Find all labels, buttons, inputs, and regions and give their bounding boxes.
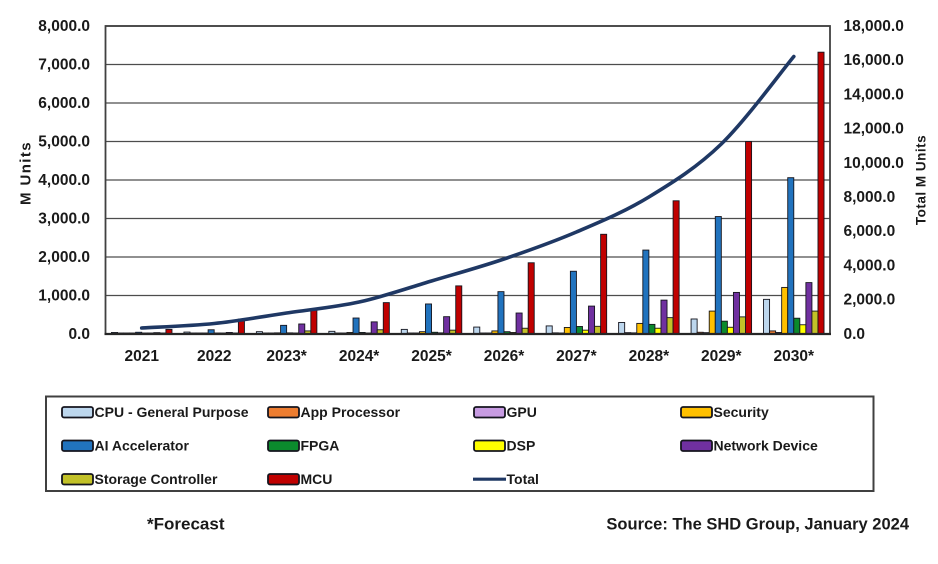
svg-text:6,000.0: 6,000.0 <box>844 223 896 240</box>
svg-text:18,000.0: 18,000.0 <box>844 18 904 35</box>
svg-text:Security: Security <box>714 404 769 420</box>
svg-text:12,000.0: 12,000.0 <box>844 121 904 138</box>
svg-text:2,000.0: 2,000.0 <box>38 249 90 266</box>
svg-text:*Forecast: *Forecast <box>147 515 225 534</box>
svg-text:2,000.0: 2,000.0 <box>844 292 896 309</box>
svg-text:8,000.0: 8,000.0 <box>38 18 90 35</box>
svg-text:16,000.0: 16,000.0 <box>844 52 904 69</box>
svg-text:2026*: 2026* <box>484 348 525 365</box>
svg-text:2028*: 2028* <box>629 348 670 365</box>
svg-text:8,000.0: 8,000.0 <box>844 189 896 206</box>
svg-text:2021: 2021 <box>124 348 159 365</box>
svg-text:7,000.0: 7,000.0 <box>38 56 90 73</box>
svg-text:Total: Total <box>507 471 539 487</box>
svg-text:Total M Units: Total M Units <box>914 135 929 225</box>
svg-text:4,000.0: 4,000.0 <box>844 257 896 274</box>
svg-text:Storage Controller: Storage Controller <box>95 471 218 487</box>
svg-text:CPU - General Purpose: CPU - General Purpose <box>95 404 249 420</box>
svg-text:0.0: 0.0 <box>844 326 866 343</box>
svg-text:FPGA: FPGA <box>301 437 340 453</box>
svg-text:2025*: 2025* <box>411 348 452 365</box>
svg-text:M Units: M Units <box>18 141 35 205</box>
svg-text:1,000.0: 1,000.0 <box>38 287 90 304</box>
svg-text:Source: The SHD Group, January: Source: The SHD Group, January 2024 <box>606 516 909 534</box>
svg-text:App Processor: App Processor <box>301 404 401 420</box>
svg-text:MCU: MCU <box>301 471 333 487</box>
svg-text:0.0: 0.0 <box>68 326 90 343</box>
svg-text:14,000.0: 14,000.0 <box>844 86 904 103</box>
svg-text:4,000.0: 4,000.0 <box>38 172 90 189</box>
svg-text:DSP: DSP <box>507 437 536 453</box>
svg-text:GPU: GPU <box>507 404 537 420</box>
svg-text:2024*: 2024* <box>339 348 380 365</box>
svg-text:2027*: 2027* <box>556 348 597 365</box>
svg-text:6,000.0: 6,000.0 <box>38 95 90 112</box>
svg-text:2023*: 2023* <box>266 348 307 365</box>
svg-text:2030*: 2030* <box>774 348 815 365</box>
svg-text:2022: 2022 <box>197 348 231 365</box>
svg-text:3,000.0: 3,000.0 <box>38 210 90 227</box>
svg-text:2029*: 2029* <box>701 348 742 365</box>
svg-text:10,000.0: 10,000.0 <box>844 155 904 172</box>
svg-text:Network Device: Network Device <box>714 437 818 453</box>
svg-text:AI Accelerator: AI Accelerator <box>95 437 190 453</box>
svg-text:5,000.0: 5,000.0 <box>38 133 90 150</box>
